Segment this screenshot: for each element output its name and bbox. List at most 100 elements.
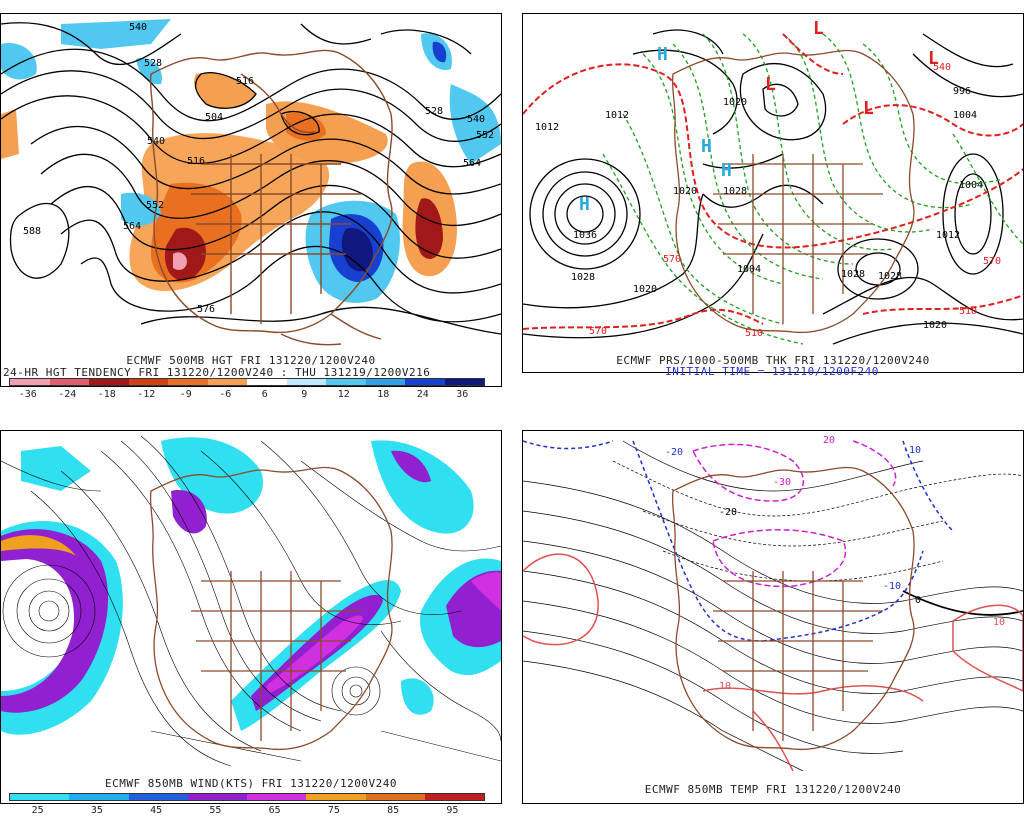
scale-label: 36 bbox=[456, 389, 469, 400]
isobar-label: 1004 bbox=[953, 110, 977, 121]
temp-label: -20 bbox=[665, 447, 683, 458]
contour-label: 540 bbox=[129, 22, 147, 33]
temp-label: 20 bbox=[823, 435, 835, 446]
isobar-label: 1036 bbox=[573, 230, 597, 241]
panel-pressure-thickness: 1036 1028 1020 1028 1020 1004 1012 1028 … bbox=[522, 13, 1024, 373]
scale-swatch bbox=[326, 379, 366, 385]
scale-swatch bbox=[405, 379, 445, 385]
contour-label: 564 bbox=[463, 158, 481, 169]
isobar-label: 1028 bbox=[841, 269, 865, 280]
scale-swatch bbox=[207, 379, 247, 385]
scale-swatch bbox=[187, 794, 247, 800]
contour-labels: 540 528 516 504 540 552 564 528 552 564 … bbox=[23, 22, 494, 315]
scale-swatch bbox=[365, 379, 405, 385]
land-borders bbox=[671, 466, 915, 751]
scale-swatch bbox=[89, 379, 129, 385]
panel1-caption-line1: ECMWF 500MB HGT FRI 131220/1200V240 bbox=[126, 354, 376, 367]
temp-contours-black bbox=[523, 440, 1023, 771]
temp-contours-blue bbox=[523, 440, 954, 642]
isobar-label: 996 bbox=[953, 86, 971, 97]
scale-label: 24 bbox=[416, 389, 429, 400]
temp-contours-magenta bbox=[692, 440, 897, 588]
contour-label: 540 bbox=[147, 136, 165, 147]
scale-label: 45 bbox=[150, 805, 163, 816]
scale-swatch bbox=[168, 379, 208, 385]
scale-label: 12 bbox=[337, 389, 350, 400]
thickness-red bbox=[523, 33, 1023, 330]
tendency-color-scale bbox=[9, 378, 485, 386]
tendency-fills bbox=[1, 19, 501, 303]
high-center-marker: H bbox=[721, 160, 732, 181]
scale-swatch bbox=[69, 794, 129, 800]
scale-label: -12 bbox=[137, 389, 156, 400]
scale-label: -36 bbox=[18, 389, 37, 400]
wind-color-scale bbox=[9, 793, 485, 801]
scale-swatch bbox=[365, 794, 425, 800]
isobar-label: 1020 bbox=[673, 186, 697, 197]
map-850mb-temp: -20 -30 -10 -20 -10 0 10 20 10 bbox=[523, 435, 1023, 771]
contour-label: 552 bbox=[146, 200, 164, 211]
panel3-caption-line1: ECMWF 850MB WIND(KTS) FRI 131220/1200V24… bbox=[104, 777, 398, 790]
isobar-label: 1012 bbox=[535, 122, 559, 133]
contour-label: 540 bbox=[467, 114, 485, 125]
temp-label: 0 bbox=[915, 595, 921, 606]
scale-swatch bbox=[424, 794, 484, 800]
isobar-labels: 1036 1028 1020 1028 1020 1004 1012 1028 … bbox=[535, 86, 983, 331]
high-center-marker: H bbox=[657, 44, 668, 65]
contour-label: 564 bbox=[123, 221, 141, 232]
isobar-label: 1020 bbox=[923, 320, 947, 331]
scale-label: 95 bbox=[446, 805, 459, 816]
scale-swatch bbox=[128, 379, 168, 385]
low-center-marker: L bbox=[928, 48, 939, 69]
thickness-label: 540 bbox=[933, 62, 951, 73]
low-center-marker: L bbox=[813, 18, 824, 39]
thickness-label: 510 bbox=[745, 328, 763, 339]
tendency-scale-labels: -36 -24 -18 -12 -9 -6 6 9 12 18 24 36 bbox=[8, 389, 482, 401]
height-contours bbox=[1, 22, 501, 335]
wind-scale-labels: 25 35 45 55 65 75 85 95 bbox=[8, 805, 482, 817]
scale-label: 55 bbox=[209, 805, 222, 816]
wind-speed-fills bbox=[1, 437, 501, 735]
scale-swatch bbox=[10, 379, 50, 385]
scale-label: -24 bbox=[58, 389, 77, 400]
land-borders bbox=[149, 49, 393, 346]
land-borders bbox=[149, 466, 393, 751]
panel-500mb-height: 540 528 516 504 540 552 564 528 552 564 … bbox=[0, 13, 502, 387]
temp-label: 10 bbox=[719, 681, 731, 692]
panel-850mb-temp: -20 -30 -10 -20 -10 0 10 20 10 ECMWF 850… bbox=[522, 430, 1024, 804]
isobar-label: 1028 bbox=[878, 271, 902, 282]
high-center-marker: H bbox=[701, 136, 712, 157]
contour-label: 528 bbox=[425, 106, 443, 117]
scale-swatch bbox=[286, 379, 326, 385]
contour-label: 516 bbox=[236, 76, 254, 87]
contour-label: 588 bbox=[23, 226, 41, 237]
temp-labels: -20 -30 -10 -20 -10 0 10 20 10 bbox=[665, 435, 1005, 692]
scale-label: 18 bbox=[377, 389, 390, 400]
scale-label: 75 bbox=[327, 805, 340, 816]
scale-label: -18 bbox=[97, 389, 116, 400]
low-center-marker: L bbox=[765, 74, 776, 95]
land-borders bbox=[671, 49, 915, 334]
thickness-label: 570 bbox=[589, 326, 607, 337]
scale-swatch bbox=[10, 794, 70, 800]
scale-label: 25 bbox=[31, 805, 44, 816]
temp-label: 10 bbox=[993, 617, 1005, 628]
thickness-labels: 570 570 510 570 510 540 bbox=[589, 62, 1001, 339]
isobar-label: 1020 bbox=[633, 284, 657, 295]
scale-label: 85 bbox=[387, 805, 400, 816]
scale-swatch bbox=[247, 794, 307, 800]
isobar-label: 1004 bbox=[737, 264, 761, 275]
temp-label: -30 bbox=[773, 477, 791, 488]
isobar-label: 1004 bbox=[959, 180, 983, 191]
panel1-caption-line2: 24-HR HGT TENDENCY FRI 131220/1200V240 :… bbox=[3, 366, 431, 379]
isobar-label: 1028 bbox=[723, 186, 747, 197]
isobar-label: 1020 bbox=[723, 97, 747, 108]
temp-label: -10 bbox=[903, 445, 921, 456]
contour-label: 516 bbox=[187, 156, 205, 167]
panel4-caption-line1: ECMWF 850MB TEMP FRI 131220/1200V240 bbox=[644, 783, 902, 796]
contour-label: 552 bbox=[476, 130, 494, 141]
thickness-label: 510 bbox=[959, 306, 977, 317]
contour-label: 504 bbox=[205, 112, 223, 123]
scale-swatch bbox=[49, 379, 89, 385]
pressure-centers: H H H H L L L L bbox=[579, 18, 939, 215]
